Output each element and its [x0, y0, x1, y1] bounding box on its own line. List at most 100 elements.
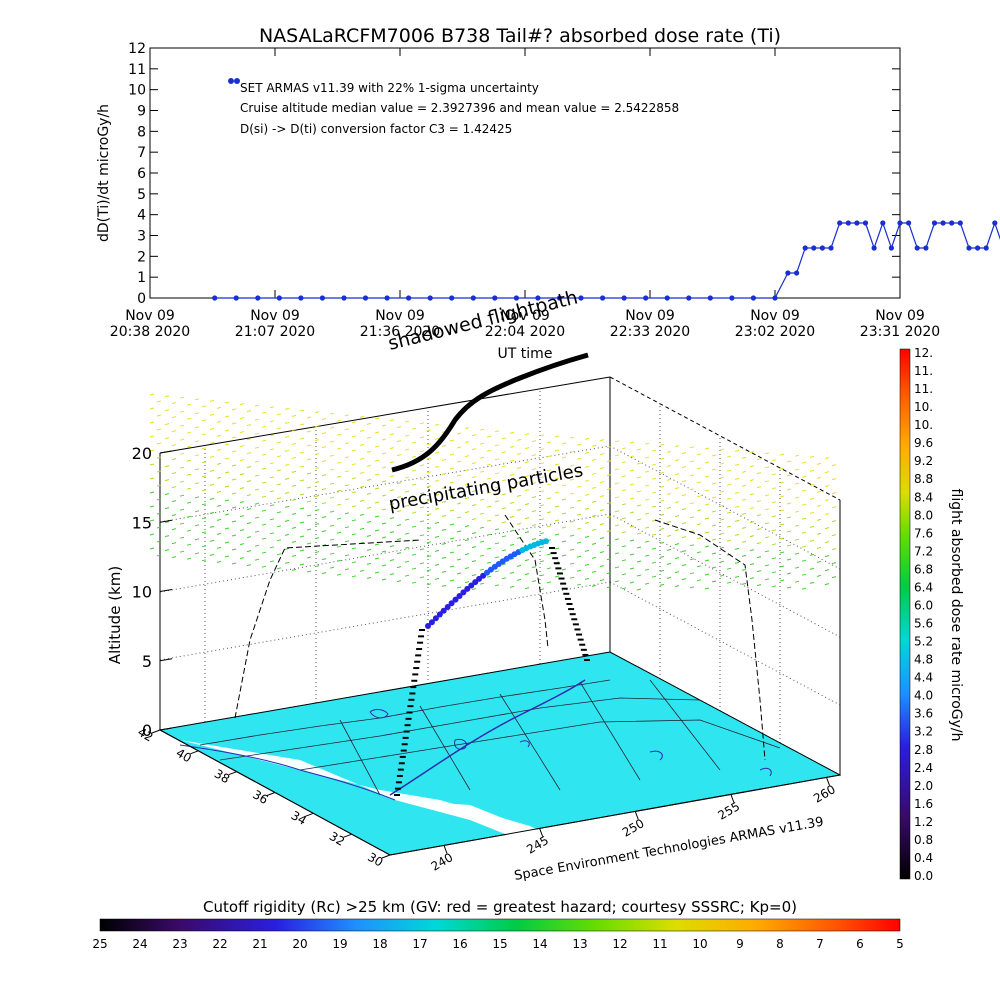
particle-mark	[359, 499, 365, 502]
particle-mark	[314, 537, 320, 540]
flight-point	[444, 604, 451, 610]
y-tick-label: 4	[137, 208, 146, 224]
particle-mark	[471, 560, 477, 563]
particle-mark	[419, 492, 425, 495]
particle-mark	[554, 491, 560, 494]
particle-mark	[509, 501, 515, 504]
particle-mark	[186, 515, 192, 518]
particle-mark	[644, 582, 650, 585]
particle-mark	[216, 532, 222, 535]
particle-mark	[659, 471, 665, 474]
latitude-tick-label: 42	[135, 725, 155, 745]
particle-mark	[816, 518, 822, 521]
particle-mark	[396, 510, 402, 513]
particle-mark	[674, 501, 680, 504]
dose-colorbar-tick-label: 4.0	[914, 689, 933, 703]
particle-mark	[314, 509, 320, 512]
particle-mark	[599, 509, 605, 512]
particle-mark	[764, 536, 770, 539]
particle-mark	[284, 435, 290, 438]
particle-mark	[261, 411, 267, 414]
particle-mark	[314, 411, 320, 414]
particle-mark	[584, 577, 590, 580]
longitude-tick-label: 240	[429, 850, 456, 874]
particle-mark	[411, 511, 417, 514]
particle-mark	[344, 470, 350, 473]
data-point	[319, 295, 325, 301]
particle-mark	[224, 471, 230, 474]
particle-mark	[779, 523, 785, 526]
particle-mark	[794, 468, 800, 471]
data-point	[888, 245, 895, 251]
particle-mark	[186, 557, 192, 560]
dose-colorbar-tick-label: 2.0	[914, 779, 933, 793]
particle-mark	[419, 478, 425, 481]
particle-mark	[741, 582, 747, 585]
particle-mark	[711, 496, 717, 499]
particle-mark	[359, 415, 365, 418]
particle-mark	[831, 464, 837, 467]
particle-mark	[426, 429, 432, 432]
particle-mark	[374, 543, 380, 546]
particle-mark	[749, 549, 755, 552]
particle-mark	[246, 522, 252, 525]
particle-mark	[816, 574, 822, 577]
particle-mark	[539, 476, 545, 479]
particle-mark	[186, 431, 192, 434]
dose-colorbar: 0.0 0.4 0.8 1.2 1.6 2.0 2.4 2.8 3.2 3.6 4.0 4.4 4.8 5…	[899, 346, 964, 883]
particle-mark	[209, 399, 215, 402]
particle-mark	[434, 549, 440, 552]
particle-mark	[149, 491, 155, 494]
particle-mark	[741, 526, 747, 529]
data-point	[643, 295, 649, 301]
particle-mark	[359, 527, 365, 530]
particle-mark	[179, 522, 185, 525]
particle-mark	[261, 453, 267, 456]
particle-mark	[329, 510, 335, 513]
particle-mark	[479, 582, 485, 585]
particle-mark	[194, 538, 200, 541]
particle-mark	[351, 505, 357, 508]
particle-mark	[186, 403, 192, 406]
particle-mark	[666, 534, 672, 537]
particle-mark	[501, 563, 507, 566]
particle-mark	[756, 570, 762, 573]
particle-mark	[389, 489, 395, 492]
particle-mark	[651, 477, 657, 480]
particle-mark	[419, 506, 425, 509]
particle-mark	[696, 453, 702, 456]
particle-mark	[771, 529, 777, 532]
dose-colorbar-tick-label: 1.6	[914, 797, 933, 811]
particle-mark	[599, 551, 605, 554]
particle-mark	[494, 486, 500, 489]
particle-mark	[471, 476, 477, 479]
particle-mark	[216, 406, 222, 409]
data-point	[298, 295, 304, 301]
particle-mark	[831, 562, 837, 565]
particle-mark	[449, 453, 455, 456]
data-point	[406, 295, 412, 301]
data-point	[906, 220, 912, 226]
particle-mark	[314, 467, 320, 470]
particle-mark	[809, 553, 815, 556]
particle-mark	[231, 520, 237, 523]
flight-point	[432, 615, 439, 622]
particle-mark	[209, 525, 215, 528]
particle-mark	[756, 584, 762, 587]
particle-mark	[749, 577, 755, 580]
dose-colorbar-tick-label: 8.0	[914, 508, 933, 522]
particle-mark	[186, 543, 192, 546]
particle-mark	[779, 467, 785, 470]
particle-mark	[179, 494, 185, 497]
particle-mark	[764, 480, 770, 483]
particle-mark	[434, 507, 440, 510]
latitude-tick-mark	[343, 833, 352, 838]
particle-mark	[786, 544, 792, 547]
particle-mark	[824, 471, 830, 474]
particle-mark	[411, 427, 417, 430]
particle-mark	[344, 512, 350, 515]
particle-mark	[801, 559, 807, 562]
particle-mark	[201, 475, 207, 478]
particle-mark	[621, 503, 627, 506]
particle-mark	[771, 571, 777, 574]
